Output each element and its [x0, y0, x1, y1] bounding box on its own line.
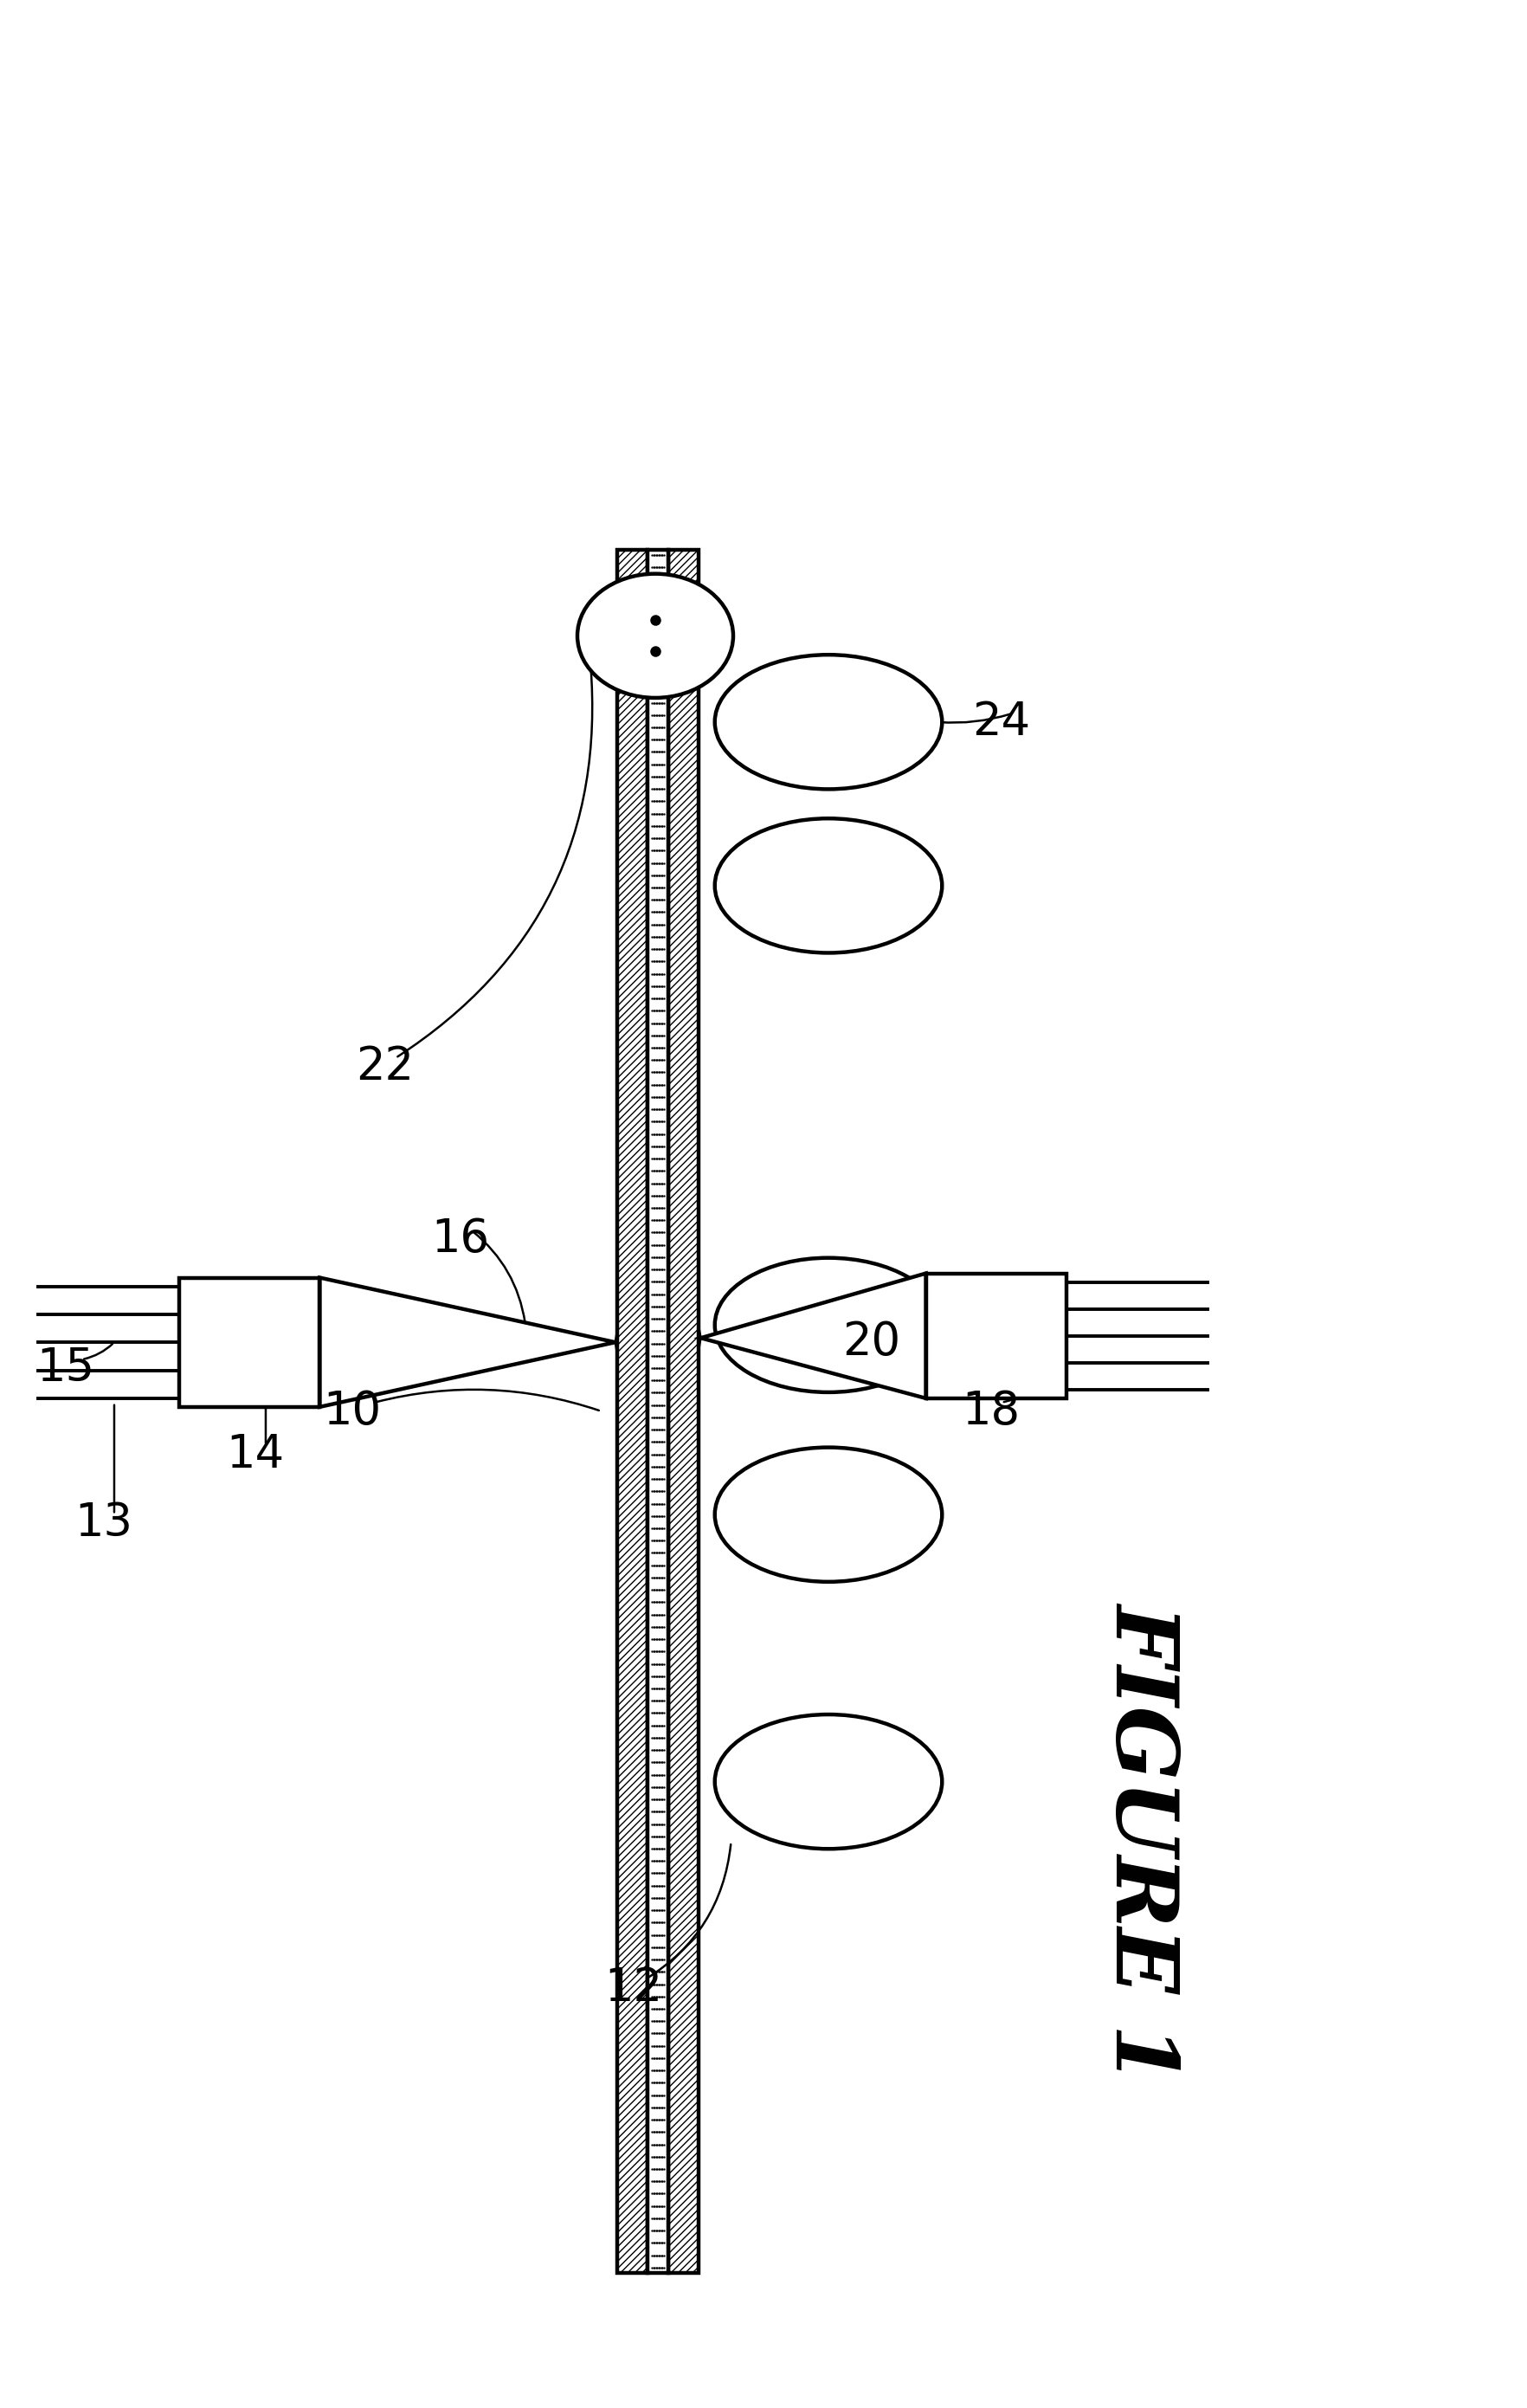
Text: 12: 12 — [605, 1965, 663, 2011]
Text: 14: 14 — [226, 1433, 284, 1476]
Text: 18: 18 — [962, 1389, 1020, 1433]
Text: 16: 16 — [432, 1216, 490, 1262]
Ellipse shape — [715, 655, 942, 790]
Bar — [647, 549, 669, 2273]
Text: 10: 10 — [324, 1389, 382, 1433]
Ellipse shape — [715, 1257, 942, 1392]
Polygon shape — [319, 1279, 615, 1406]
Text: 20: 20 — [843, 1320, 901, 1365]
Bar — [617, 549, 647, 2273]
Circle shape — [577, 573, 733, 698]
Text: 24: 24 — [973, 698, 1031, 744]
Text: 15: 15 — [37, 1346, 95, 1392]
Bar — [669, 549, 698, 2273]
Ellipse shape — [715, 819, 942, 954]
Text: 22: 22 — [356, 1045, 414, 1088]
Ellipse shape — [715, 1447, 942, 1582]
Text: FIGURE 1: FIGURE 1 — [1101, 1601, 1183, 2083]
Bar — [179, 1279, 319, 1406]
Ellipse shape — [715, 1714, 942, 1849]
Text: 13: 13 — [75, 1500, 133, 1546]
Polygon shape — [701, 1274, 925, 1399]
Bar — [925, 1274, 1066, 1399]
